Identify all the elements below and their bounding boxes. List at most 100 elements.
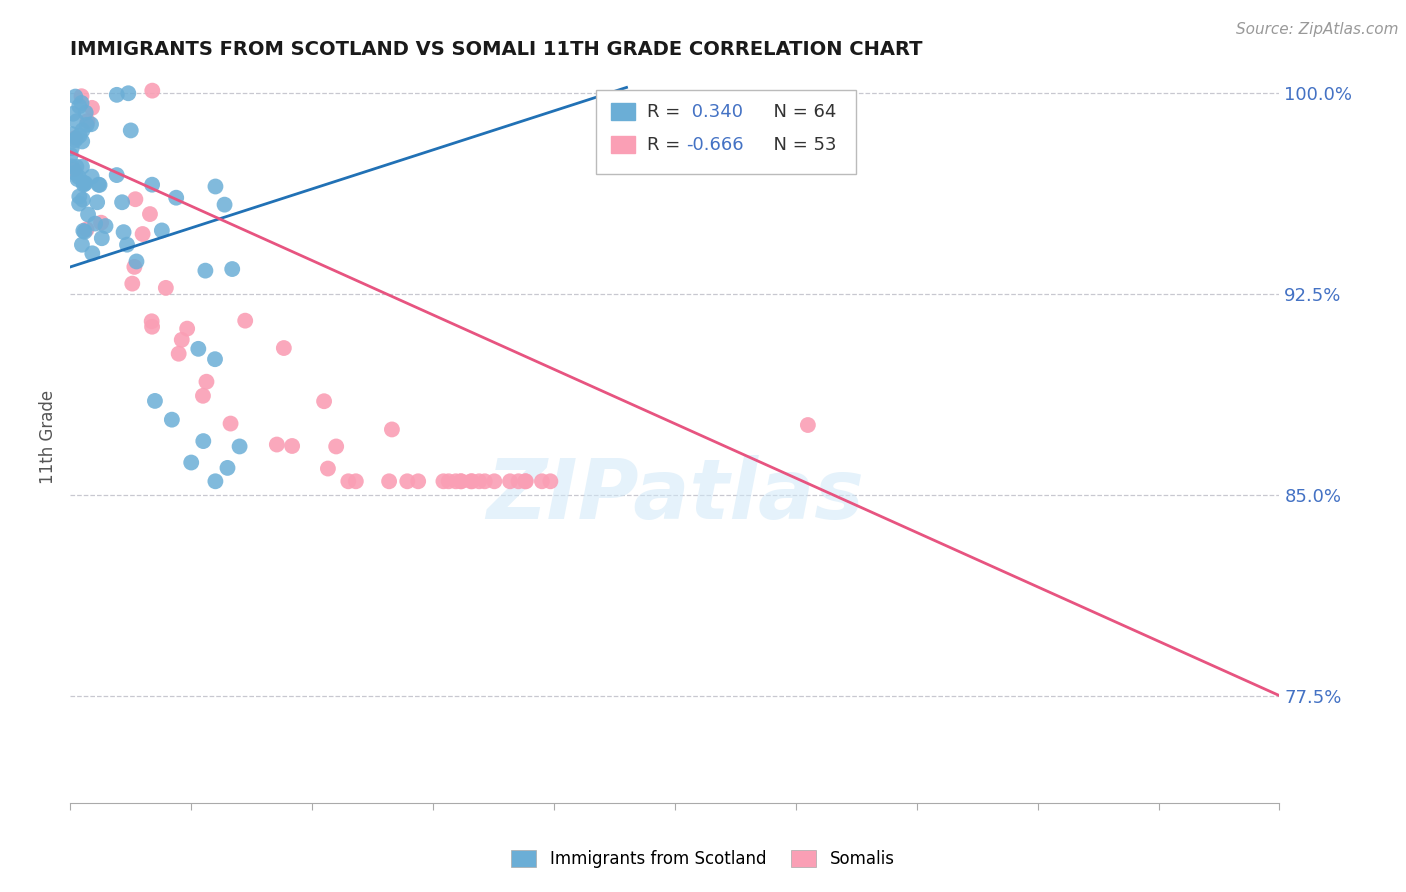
Point — [65, 114, 87, 128]
Point — [66, 131, 89, 145]
Point — [344, 475, 367, 489]
Point — [141, 84, 163, 98]
Point — [86, 195, 108, 210]
Point — [797, 417, 820, 432]
Point — [450, 475, 472, 489]
Point — [67, 196, 90, 211]
Point — [67, 99, 90, 113]
Point — [75, 105, 97, 120]
Point — [63, 162, 86, 177]
Point — [90, 231, 112, 245]
Point — [437, 475, 460, 489]
Text: N = 64: N = 64 — [762, 103, 837, 120]
Point — [111, 195, 134, 210]
Point — [165, 191, 187, 205]
Point — [508, 475, 530, 489]
Point — [143, 393, 166, 408]
Point — [121, 277, 143, 291]
Point — [378, 475, 401, 489]
Text: 0.340: 0.340 — [686, 103, 742, 120]
Point — [67, 169, 90, 184]
Point — [76, 114, 98, 128]
Point — [191, 389, 214, 403]
Point — [160, 412, 183, 426]
Point — [214, 197, 236, 211]
Point — [73, 178, 96, 192]
Point — [515, 475, 537, 489]
Point — [530, 475, 553, 489]
Point — [105, 87, 128, 102]
Point — [515, 475, 537, 489]
Point — [150, 223, 173, 237]
Point — [65, 131, 87, 145]
Point — [233, 313, 256, 327]
Point — [176, 321, 198, 335]
Point — [69, 128, 91, 143]
Text: N = 53: N = 53 — [762, 136, 837, 153]
Y-axis label: 11th Grade: 11th Grade — [39, 390, 58, 484]
Text: IMMIGRANTS FROM SCOTLAND VS SOMALI 11TH GRADE CORRELATION CHART: IMMIGRANTS FROM SCOTLAND VS SOMALI 11TH … — [70, 39, 922, 59]
Point — [460, 475, 482, 489]
Point — [204, 179, 226, 194]
Point — [266, 437, 288, 451]
Point — [444, 475, 467, 489]
Point — [82, 246, 104, 260]
Point — [120, 123, 142, 137]
Point — [538, 475, 561, 489]
Point — [70, 160, 93, 174]
Point — [60, 141, 83, 155]
Point — [84, 217, 107, 231]
Point — [484, 475, 506, 489]
Point — [77, 207, 100, 221]
Point — [141, 319, 163, 334]
Point — [139, 207, 162, 221]
Point — [450, 475, 472, 489]
Point — [468, 475, 491, 489]
Point — [499, 475, 522, 489]
Point — [432, 475, 454, 489]
Point — [204, 475, 226, 489]
Point — [155, 281, 177, 295]
Point — [141, 314, 163, 328]
Point — [228, 440, 250, 454]
Point — [65, 160, 87, 174]
Point — [406, 475, 429, 489]
Point — [337, 475, 360, 489]
Point — [76, 118, 98, 132]
Point — [115, 237, 138, 252]
Bar — [610, 103, 636, 120]
Text: R =: R = — [647, 136, 686, 153]
Point — [187, 342, 209, 356]
Point — [70, 135, 93, 149]
Point — [72, 193, 94, 207]
Point — [72, 224, 94, 238]
Point — [217, 461, 239, 475]
Point — [167, 347, 190, 361]
Point — [381, 422, 404, 436]
Point — [170, 333, 193, 347]
Text: -0.666: -0.666 — [686, 136, 744, 153]
Point — [67, 189, 90, 203]
Point — [204, 352, 226, 367]
Text: R =: R = — [647, 103, 686, 120]
Point — [72, 123, 94, 137]
Point — [180, 456, 202, 470]
Point — [80, 117, 103, 131]
Point — [60, 127, 83, 141]
Point — [73, 176, 96, 190]
Point — [131, 227, 153, 241]
Point — [76, 222, 98, 236]
Point — [59, 148, 82, 162]
Point — [724, 820, 747, 834]
Point — [75, 177, 97, 191]
Point — [70, 237, 93, 252]
Legend: Immigrants from Scotland, Somalis: Immigrants from Scotland, Somalis — [505, 843, 901, 875]
Point — [474, 475, 496, 489]
Point — [396, 475, 419, 489]
Text: Source: ZipAtlas.com: Source: ZipAtlas.com — [1236, 22, 1399, 37]
Point — [281, 439, 304, 453]
Point — [80, 101, 103, 115]
Point — [193, 434, 215, 449]
Point — [90, 216, 112, 230]
Point — [73, 225, 96, 239]
